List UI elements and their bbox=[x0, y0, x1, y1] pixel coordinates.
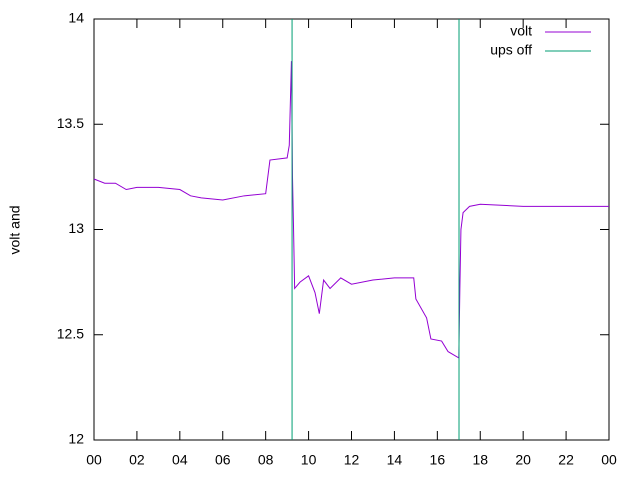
x-tick-label: 10 bbox=[301, 452, 317, 468]
x-tick-label: 06 bbox=[215, 452, 231, 468]
plot-border bbox=[93, 18, 610, 441]
x-tick-label: 02 bbox=[129, 452, 145, 468]
x-tick-label: 12 bbox=[344, 452, 360, 468]
y-tick-label: 14 bbox=[68, 10, 84, 26]
y-tick-label: 13 bbox=[68, 220, 84, 236]
y-axis-label: volt and bbox=[7, 205, 23, 254]
data-line bbox=[93, 61, 609, 359]
x-tick-label: 00 bbox=[601, 452, 617, 468]
y-tick-label: 13.5 bbox=[57, 115, 84, 131]
x-tick-label: 14 bbox=[387, 452, 403, 468]
x-tick-label: 18 bbox=[472, 452, 488, 468]
x-tick-label: 08 bbox=[258, 452, 274, 468]
y-tick-label: 12 bbox=[68, 431, 84, 447]
x-tick-label: 04 bbox=[172, 452, 188, 468]
x-tick-label: 00 bbox=[86, 452, 102, 468]
x-tick-label: 16 bbox=[430, 452, 446, 468]
x-tick-label: 22 bbox=[558, 452, 574, 468]
y-tick-label: 12.5 bbox=[57, 325, 84, 341]
legend-label: volt bbox=[510, 23, 532, 39]
legend-label: ups off bbox=[490, 42, 532, 58]
x-tick-label: 20 bbox=[515, 452, 531, 468]
